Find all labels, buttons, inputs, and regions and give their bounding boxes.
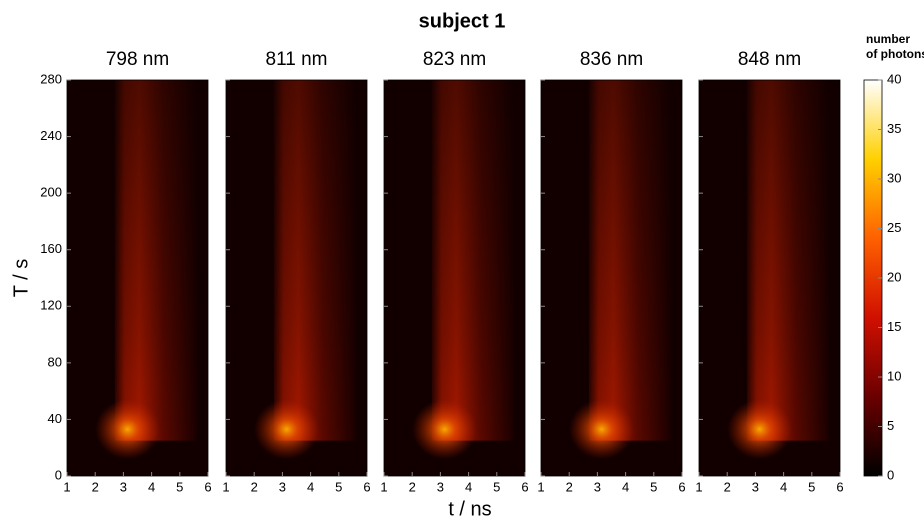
panel-title: 848 nm <box>738 49 801 70</box>
x-tick-label: 3 <box>594 479 601 494</box>
y-tick-label: 200 <box>40 185 62 200</box>
y-tick-label: 80 <box>48 354 62 369</box>
panel-title: 823 nm <box>423 49 486 70</box>
x-tick-label: 6 <box>836 479 843 494</box>
x-tick-label: 2 <box>566 479 573 494</box>
x-tick-label: 5 <box>650 479 657 494</box>
x-tick-label: 4 <box>148 479 155 494</box>
heatmap-peak <box>254 399 320 460</box>
colorbar-label: number <box>866 32 910 46</box>
y-tick-label: 160 <box>40 241 62 256</box>
x-tick-label: 3 <box>279 479 286 494</box>
x-tick-label: 5 <box>493 479 500 494</box>
y-axis-label: T / s <box>10 259 32 298</box>
y-tick-label: 40 <box>48 411 62 426</box>
heatmap-frame <box>383 79 526 477</box>
colorbar-tick-label: 35 <box>887 121 901 136</box>
colorbar-tick-label: 30 <box>887 170 901 185</box>
x-tick-label: 3 <box>752 479 759 494</box>
y-tick-label: 120 <box>40 298 62 313</box>
x-tick-label: 1 <box>380 479 387 494</box>
x-tick-label: 2 <box>92 479 99 494</box>
x-tick-label: 2 <box>409 479 416 494</box>
y-tick-label: 0 <box>55 467 62 482</box>
heatmap-fade <box>273 80 356 441</box>
heatmap-peak <box>412 399 478 460</box>
colorbar-tick-label: 40 <box>887 71 901 86</box>
colorbar-tick-label: 0 <box>887 467 894 482</box>
x-tick-label: 6 <box>521 479 528 494</box>
x-tick-label: 6 <box>204 479 211 494</box>
heatmap-peak <box>727 399 793 460</box>
panel-title: 798 nm <box>106 49 169 70</box>
x-tick-label: 4 <box>780 479 787 494</box>
x-tick-label: 1 <box>222 479 229 494</box>
heatmap-frame <box>66 79 209 477</box>
y-tick-label: 280 <box>40 71 62 86</box>
colorbar-label: of photons <box>866 47 924 61</box>
x-axis-label: t / ns <box>448 498 491 520</box>
colorbar-tick-label: 20 <box>887 269 901 284</box>
x-tick-label: 6 <box>678 479 685 494</box>
heatmap-fade <box>746 80 829 441</box>
x-tick-label: 1 <box>63 479 70 494</box>
colorbar-tick-label: 15 <box>887 319 901 334</box>
x-tick-label: 1 <box>695 479 702 494</box>
x-tick-label: 4 <box>307 479 314 494</box>
x-tick-label: 5 <box>808 479 815 494</box>
heatmap-fade <box>431 80 514 441</box>
heatmap-peak <box>95 399 161 460</box>
colorbar-tick-label: 10 <box>887 368 901 383</box>
x-tick-label: 2 <box>251 479 258 494</box>
x-tick-label: 3 <box>120 479 127 494</box>
panel-title: 811 nm <box>266 49 328 70</box>
y-tick-label: 240 <box>40 128 62 143</box>
heatmap-peak <box>569 399 635 460</box>
x-tick-label: 4 <box>465 479 472 494</box>
heatmap-frame <box>698 79 841 477</box>
colorbar-tick-label: 5 <box>887 418 894 433</box>
x-tick-label: 6 <box>363 479 370 494</box>
heatmap-fade <box>588 80 671 441</box>
x-tick-label: 4 <box>622 479 629 494</box>
x-tick-label: 3 <box>437 479 444 494</box>
x-tick-label: 1 <box>537 479 544 494</box>
heatmap-frame <box>540 79 683 477</box>
figure-title: subject 1 <box>419 10 506 32</box>
panel-title: 836 nm <box>580 49 643 70</box>
x-tick-label: 5 <box>335 479 342 494</box>
heatmap-fade <box>114 80 197 441</box>
heatmap-frame <box>225 79 368 477</box>
x-tick-label: 5 <box>176 479 183 494</box>
x-tick-label: 2 <box>724 479 731 494</box>
colorbar-tick-label: 25 <box>887 220 901 235</box>
